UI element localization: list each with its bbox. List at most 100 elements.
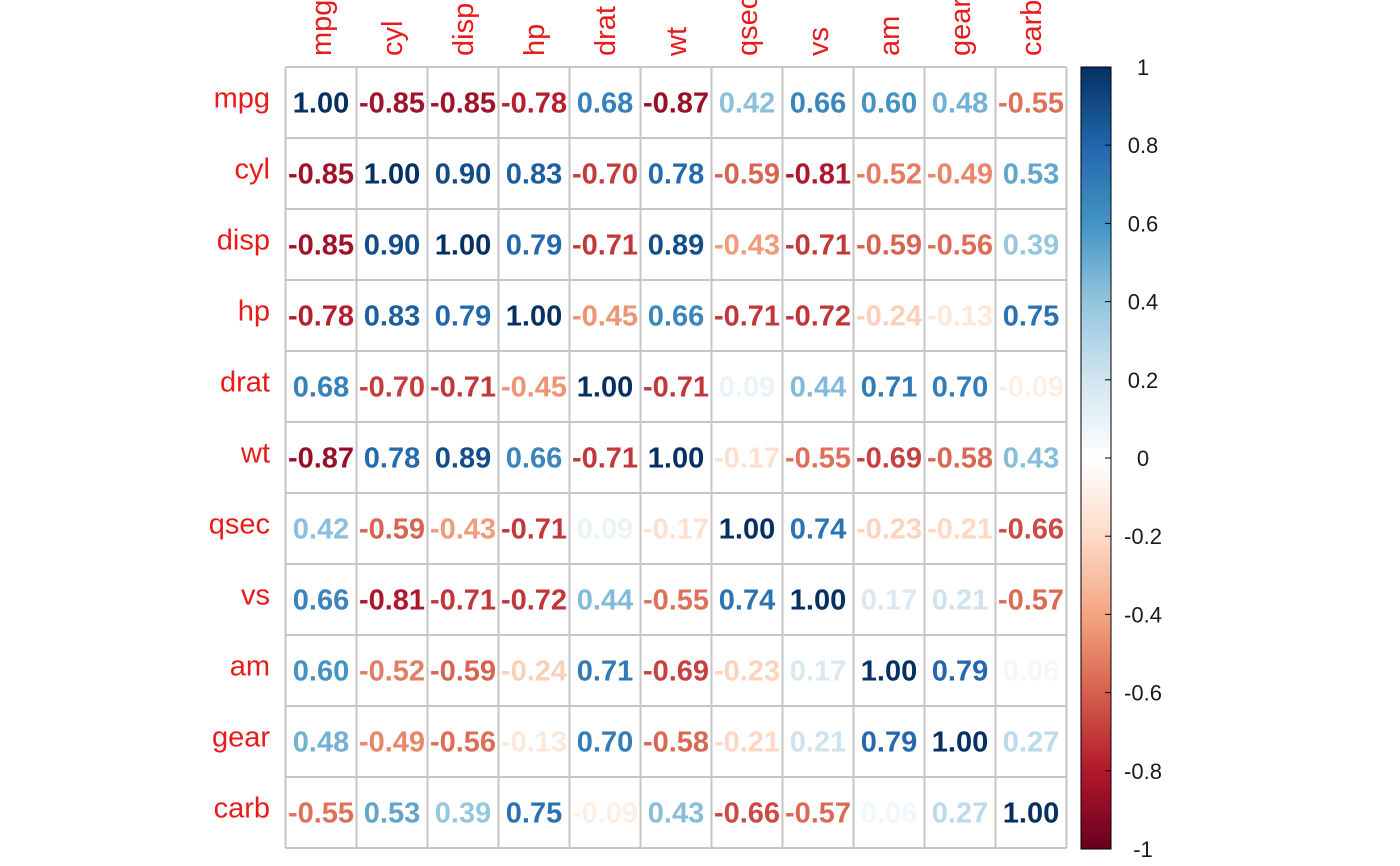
correlation-value-vs-mpg: 0.66 (293, 585, 349, 617)
correlation-value-qsec-hp: -0.71 (501, 514, 567, 546)
correlation-value-cyl-wt: 0.78 (648, 159, 704, 191)
correlation-value-disp-disp: 1.00 (435, 230, 491, 262)
correlation-value-am-mpg: 0.60 (293, 656, 349, 688)
row-label-am: am (230, 651, 270, 683)
row-label-vs: vs (241, 580, 270, 612)
correlation-value-hp-drat: -0.45 (572, 301, 638, 333)
correlation-value-mpg-drat: 0.68 (577, 88, 633, 120)
correlation-values: 1.00 -0.85 -0.85 -0.78 0.68 -0.87 0.42 0.66 0.60… (288, 88, 1064, 830)
correlation-value-drat-hp: -0.45 (501, 372, 567, 404)
colorbar-tick-label: -0.4 (1124, 602, 1162, 627)
correlation-value-qsec-vs: 0.74 (790, 514, 846, 546)
row-label-cyl: cyl (235, 154, 270, 186)
column-label-vs: vs (803, 27, 835, 56)
correlation-value-qsec-am: -0.23 (856, 514, 922, 546)
correlation-value-drat-cyl: -0.70 (359, 372, 425, 404)
correlation-value-disp-qsec: -0.43 (714, 230, 780, 262)
correlation-value-vs-disp: -0.71 (430, 585, 496, 617)
correlation-value-disp-mpg: -0.85 (288, 230, 354, 262)
correlation-value-mpg-hp: -0.78 (501, 88, 567, 120)
row-labels: mpg cyl disp hp drat wt qsec vs am gear carb (209, 83, 271, 825)
correlation-value-mpg-disp: -0.85 (430, 88, 496, 120)
correlation-value-qsec-gear: -0.21 (927, 514, 993, 546)
correlation-value-wt-wt: 1.00 (648, 443, 704, 475)
grid-lines (284, 66, 1068, 849)
row-label-disp: disp (217, 225, 270, 257)
correlation-value-mpg-am: 0.60 (861, 88, 917, 120)
correlation-value-carb-hp: 0.75 (506, 798, 562, 830)
correlation-value-vs-hp: -0.72 (501, 585, 567, 617)
colorbar-tick-label: 0 (1137, 446, 1149, 471)
column-label-disp: disp (448, 3, 480, 56)
correlation-value-carb-gear: 0.27 (932, 798, 988, 830)
correlation-value-gear-wt: -0.58 (643, 727, 709, 759)
correlation-value-am-disp: -0.59 (430, 656, 496, 688)
colorbar-legend: 1 0.8 0.6 0.4 0.2 0 -0.2 -0.4 -0.6 -0.8 -1 (1080, 55, 1162, 862)
correlation-value-qsec-cyl: -0.59 (359, 514, 425, 546)
correlation-value-am-gear: 0.79 (932, 656, 988, 688)
correlation-value-disp-gear: -0.56 (927, 230, 993, 262)
correlation-value-wt-vs: -0.55 (785, 443, 851, 475)
correlation-value-hp-cyl: 0.83 (364, 301, 420, 333)
correlation-value-disp-drat: -0.71 (572, 230, 638, 262)
row-label-mpg: mpg (214, 83, 270, 115)
correlation-value-mpg-vs: 0.66 (790, 88, 846, 120)
correlation-value-am-carb: 0.06 (1003, 656, 1059, 688)
correlation-value-vs-qsec: 0.74 (719, 585, 775, 617)
correlation-value-gear-disp: -0.56 (430, 727, 496, 759)
correlation-value-gear-hp: -0.13 (501, 727, 567, 759)
correlation-value-cyl-hp: 0.83 (506, 159, 562, 191)
correlation-value-carb-disp: 0.39 (435, 798, 491, 830)
column-labels: mpg cyl disp hp drat wt qsec vs am gear carb (306, 0, 1048, 57)
colorbar-tick-label: -1 (1133, 837, 1153, 862)
column-label-cyl: cyl (377, 21, 409, 56)
column-label-drat: drat (590, 6, 622, 56)
column-label-am: am (874, 16, 906, 56)
correlation-value-vs-cyl: -0.81 (359, 585, 425, 617)
correlation-value-carb-carb: 1.00 (1003, 798, 1059, 830)
correlation-value-qsec-disp: -0.43 (430, 514, 496, 546)
correlation-value-vs-am: 0.17 (861, 585, 917, 617)
correlation-value-drat-wt: -0.71 (643, 372, 709, 404)
row-label-wt: wt (240, 438, 270, 470)
correlation-value-disp-cyl: 0.90 (364, 230, 420, 262)
correlation-value-gear-qsec: -0.21 (714, 727, 780, 759)
correlation-value-hp-carb: 0.75 (1003, 301, 1059, 333)
correlation-value-qsec-carb: -0.66 (998, 514, 1064, 546)
correlation-value-carb-drat: -0.09 (572, 798, 638, 830)
correlation-value-cyl-drat: -0.70 (572, 159, 638, 191)
colorbar-tick-label: -0.6 (1124, 681, 1162, 706)
correlation-value-drat-qsec: 0.09 (719, 372, 775, 404)
correlation-value-disp-hp: 0.79 (506, 230, 562, 262)
correlation-value-qsec-mpg: 0.42 (293, 514, 349, 546)
column-label-gear: gear (945, 0, 977, 56)
correlation-value-gear-cyl: -0.49 (359, 727, 425, 759)
column-label-hp: hp (519, 24, 551, 56)
correlation-value-mpg-carb: -0.55 (998, 88, 1064, 120)
correlation-value-drat-am: 0.71 (861, 372, 917, 404)
correlation-value-drat-gear: 0.70 (932, 372, 988, 404)
correlation-value-qsec-drat: 0.09 (577, 514, 633, 546)
colorbar-tick-label: 0.8 (1128, 133, 1159, 158)
correlation-value-qsec-qsec: 1.00 (719, 514, 775, 546)
correlation-value-wt-gear: -0.58 (927, 443, 993, 475)
colorbar-tick-label: 0.6 (1128, 211, 1159, 236)
correlation-value-cyl-cyl: 1.00 (364, 159, 420, 191)
correlation-value-carb-wt: 0.43 (648, 798, 704, 830)
correlation-value-carb-mpg: -0.55 (288, 798, 354, 830)
correlation-value-am-drat: 0.71 (577, 656, 633, 688)
row-label-qsec: qsec (209, 509, 270, 541)
correlation-value-hp-vs: -0.72 (785, 301, 851, 333)
correlation-value-disp-wt: 0.89 (648, 230, 704, 262)
correlation-value-carb-vs: -0.57 (785, 798, 851, 830)
correlation-value-wt-disp: 0.89 (435, 443, 491, 475)
correlation-value-drat-disp: -0.71 (430, 372, 496, 404)
correlation-value-cyl-am: -0.52 (856, 159, 922, 191)
correlation-value-drat-mpg: 0.68 (293, 372, 349, 404)
correlation-value-vs-carb: -0.57 (998, 585, 1064, 617)
correlation-value-cyl-mpg: -0.85 (288, 159, 354, 191)
correlation-value-gear-drat: 0.70 (577, 727, 633, 759)
row-label-drat: drat (220, 367, 270, 399)
column-label-mpg: mpg (306, 0, 338, 56)
row-label-gear: gear (212, 722, 270, 754)
